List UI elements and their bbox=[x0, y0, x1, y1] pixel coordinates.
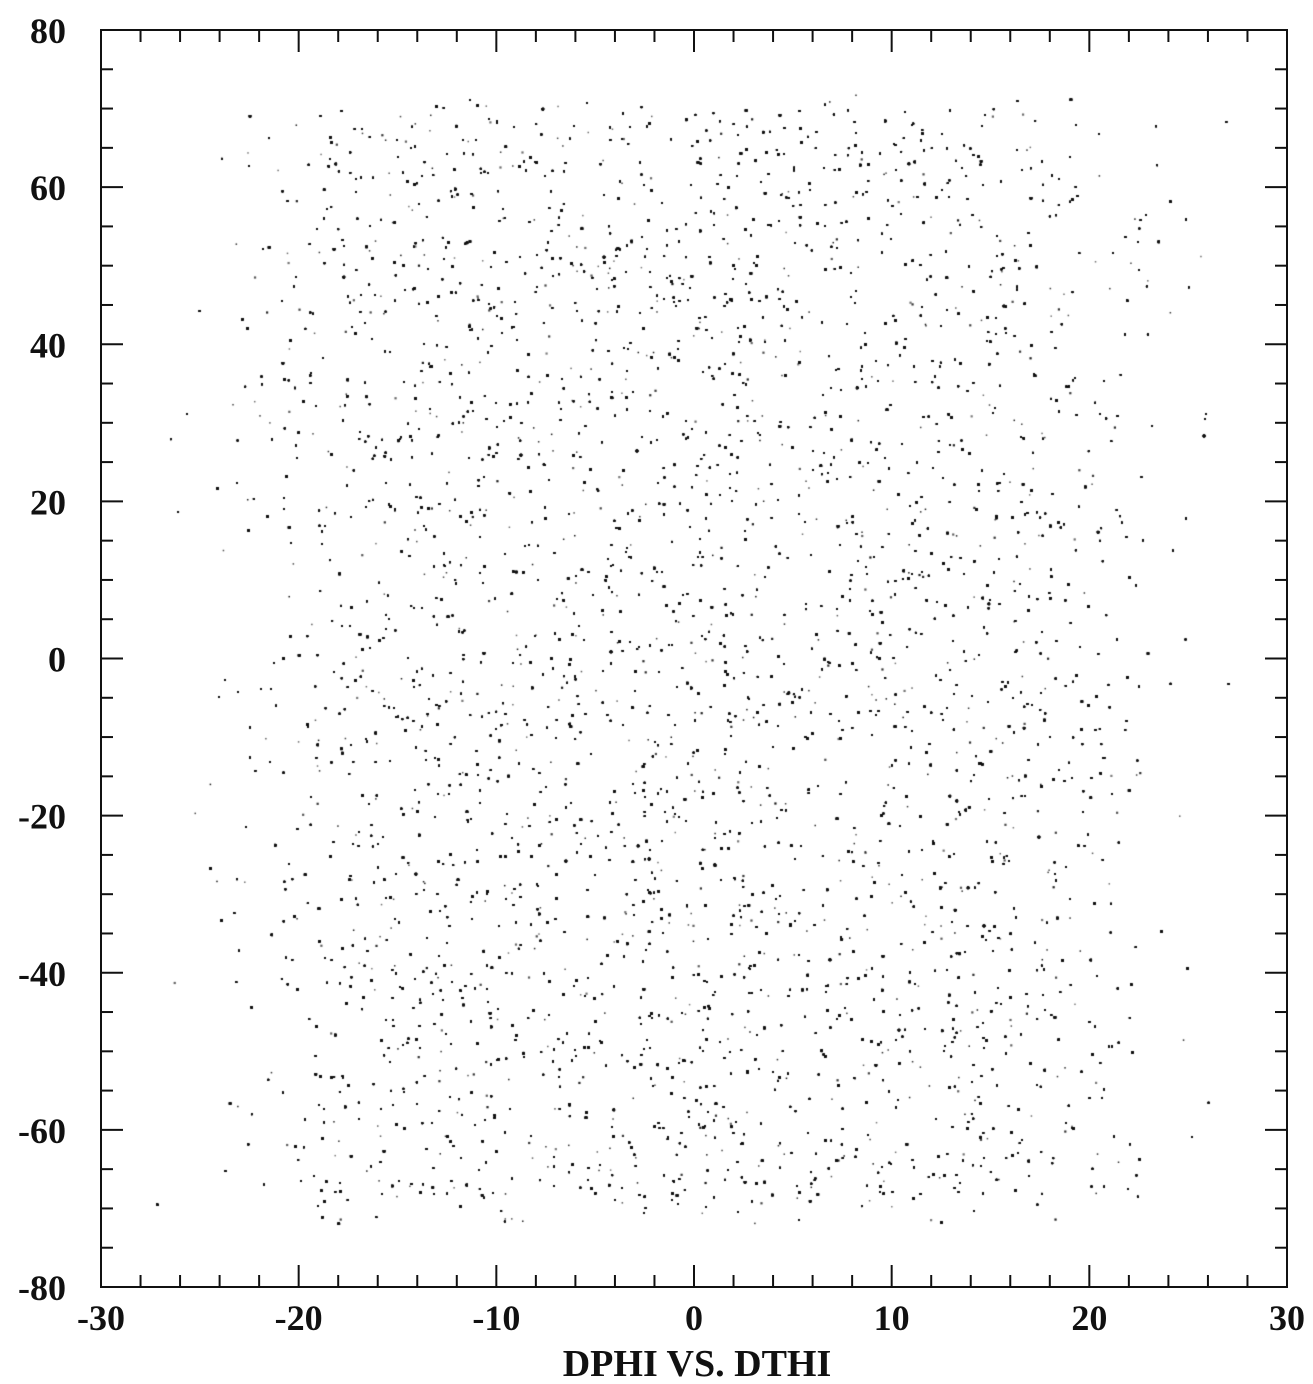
y-tick-label: -60 bbox=[18, 1111, 66, 1151]
y-tick-label: -40 bbox=[18, 954, 66, 994]
x-tick-label: 0 bbox=[685, 1298, 703, 1338]
x-tick-label: -10 bbox=[472, 1298, 520, 1338]
x-tick-label: -30 bbox=[77, 1298, 125, 1338]
y-tick-label: 60 bbox=[30, 168, 66, 208]
x-axis-title: DPHI VS. DTHI bbox=[563, 1343, 832, 1384]
x-tick-label: -20 bbox=[275, 1298, 323, 1338]
x-tick-label: 10 bbox=[874, 1298, 910, 1338]
y-axis-tick-labels: 80 60 40 20 0 -20 -40 -60 -80 bbox=[18, 11, 66, 1308]
y-tick-label: 80 bbox=[30, 11, 66, 51]
x-axis-tick-labels: -30 -20 -10 0 10 20 30 bbox=[77, 1298, 1305, 1338]
x-tick-label: 20 bbox=[1071, 1298, 1107, 1338]
axis-ticks bbox=[100, 29, 1288, 1288]
x-tick-label: 30 bbox=[1269, 1298, 1305, 1338]
y-tick-label: 0 bbox=[48, 640, 66, 680]
y-tick-label: 40 bbox=[30, 325, 66, 365]
y-tick-label: 20 bbox=[30, 482, 66, 522]
y-tick-label: -20 bbox=[18, 797, 66, 837]
y-tick-label: -80 bbox=[18, 1268, 66, 1308]
